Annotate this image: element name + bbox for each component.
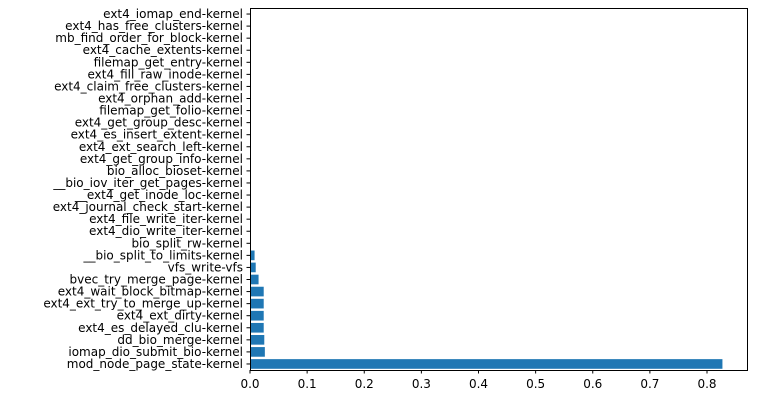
- x-tick-label: 0.4: [469, 377, 488, 391]
- y-axis-ticks: mod_node_page_state-kerneliomap_dio_subm…: [43, 7, 250, 371]
- y-tick-label: ext4_fill_raw_inode-kernel: [87, 67, 243, 81]
- y-tick-label: filemap_get_entry-kernel: [94, 55, 243, 69]
- y-tick-label: __bio_iov_iter_get_pages-kernel: [52, 176, 243, 190]
- bar: [250, 286, 264, 297]
- y-tick-label: ext4_get_group_info-kernel: [80, 152, 243, 166]
- bar: [250, 250, 255, 261]
- x-tick-label: 0.6: [583, 377, 602, 391]
- y-tick-label: ext4_journal_check_start-kernel: [53, 200, 243, 214]
- bar: [250, 298, 264, 309]
- bar: [250, 262, 256, 273]
- bar: [250, 322, 264, 333]
- x-tick-label: 0.0: [240, 377, 259, 391]
- y-tick-label: ext4_iomap_end-kernel: [103, 7, 243, 21]
- y-tick-label: ext4_file_write_iter-kernel: [89, 212, 243, 226]
- y-tick-label: mb_find_order_for_block-kernel: [55, 31, 243, 45]
- bar: [250, 347, 265, 357]
- y-tick-label: ext4_ext_dirty-kernel: [117, 309, 243, 323]
- y-tick-label: ext4_dio_write_iter-kernel: [89, 224, 243, 238]
- y-tick-label: vfs_write-vfs: [168, 260, 243, 274]
- x-tick-label: 0.5: [526, 377, 545, 391]
- y-tick-label: __ext4_get_inode_loc-kernel: [74, 188, 243, 202]
- y-tick-label: __bio_split_to_limits-kernel: [82, 248, 243, 262]
- y-tick-label: ext4_cache_extents-kernel: [83, 43, 243, 57]
- bar: [250, 359, 723, 369]
- y-tick-label: bio_split_rw-kernel: [131, 236, 243, 250]
- bar: [250, 335, 265, 345]
- x-tick-label: 0.1: [298, 377, 317, 391]
- y-tick-label: iomap_dio_submit_bio-kernel: [68, 345, 243, 359]
- y-tick-label: ext4_es_delayed_clu-kernel: [78, 321, 243, 335]
- y-tick-label: ext4_claim_free_clusters-kernel: [54, 79, 243, 93]
- y-tick-label: ext4_ext_search_left-kernel: [79, 140, 243, 154]
- y-tick-label: dd_bio_merge-kernel: [117, 333, 243, 347]
- x-tick-label: 0.2: [355, 377, 374, 391]
- y-tick-label: bio_alloc_bioset-kernel: [107, 164, 243, 178]
- y-tick-label: ext4_orphan_add-kernel: [98, 92, 243, 106]
- y-tick-label: ext4_get_group_desc-kernel: [75, 116, 243, 130]
- bar: [250, 274, 259, 285]
- y-tick-label: ext4_ext_try_to_merge_up-kernel: [43, 297, 243, 311]
- y-tick-label: filemap_get_folio-kernel: [99, 104, 243, 118]
- x-axis-ticks: 0.0 0.1 0.2 0.3 0.4 0.5 0.6 0.7 0.8: [240, 370, 717, 391]
- y-tick-label: ext4_has_free_clusters-kernel: [65, 19, 243, 33]
- plot-frame: [250, 8, 748, 371]
- bar: [250, 310, 264, 321]
- x-tick-label: 0.7: [640, 377, 659, 391]
- y-tick-label: ext4_es_insert_extent-kernel: [71, 128, 243, 142]
- y-tick-label: ext4_wait_block_bitmap-kernel: [58, 285, 243, 299]
- y-tick-label: bvec_try_merge_page-kernel: [70, 273, 243, 287]
- x-tick-label: 0.3: [412, 377, 431, 391]
- y-tick-label: mod_node_page_state-kernel: [67, 357, 243, 371]
- x-tick-label: 0.8: [697, 377, 716, 391]
- bars-group: [250, 9, 723, 369]
